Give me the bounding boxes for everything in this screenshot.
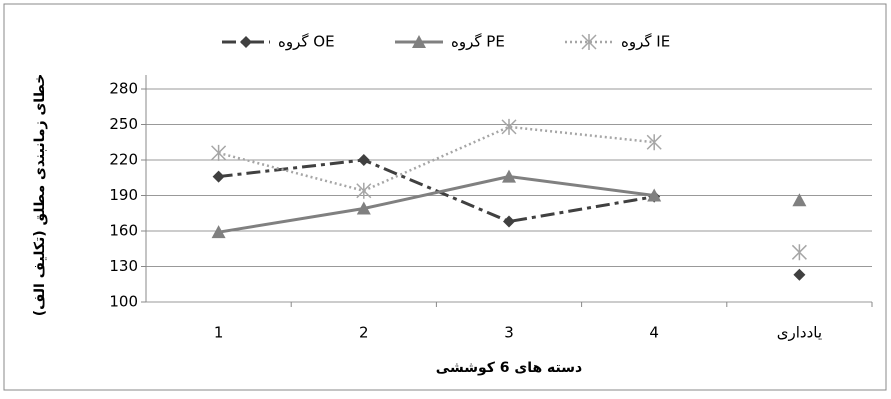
y-tick-label: 220 [109,151,138,169]
series [211,169,807,239]
y-tick-label: 280 [109,80,138,98]
marker [412,35,426,48]
y-tick-label: 100 [109,293,138,311]
marker [503,215,515,228]
series-line [218,158,655,224]
marker [646,134,662,151]
series [211,118,807,261]
marker [647,188,662,202]
x-tick-label: 2 [359,324,369,342]
y-tick-label: 160 [109,222,138,240]
legend-label: گروه IE [621,33,670,51]
marker [581,34,597,50]
x-tick-label: 1 [214,324,224,342]
y-axis-label: خطای زمانبندی مطلق (تکلیف الف) [32,74,48,317]
marker [357,154,370,166]
series-line [218,175,655,234]
legend-label: گروه PE [451,33,505,51]
marker [791,244,807,261]
marker [792,193,807,207]
marker [502,169,516,183]
chart-frame [3,3,887,391]
series-line [218,125,655,193]
y-tick-label: 190 [109,186,138,204]
y-tick-label: 250 [109,115,138,133]
marker [356,182,372,199]
x-tick-label: 4 [649,324,659,342]
x-axis-label: دسته های 6 کوششی [436,360,582,376]
marker [356,201,371,215]
marker [793,268,806,281]
marker [212,170,225,183]
x-tick-label: یادداری [777,324,822,342]
marker [240,36,252,48]
x-tick-label: 3 [504,324,514,342]
marker [501,118,517,135]
y-tick-label: 130 [109,257,138,275]
marker [211,225,226,239]
marker [211,144,227,161]
legend-label: گروه OE [278,33,335,51]
